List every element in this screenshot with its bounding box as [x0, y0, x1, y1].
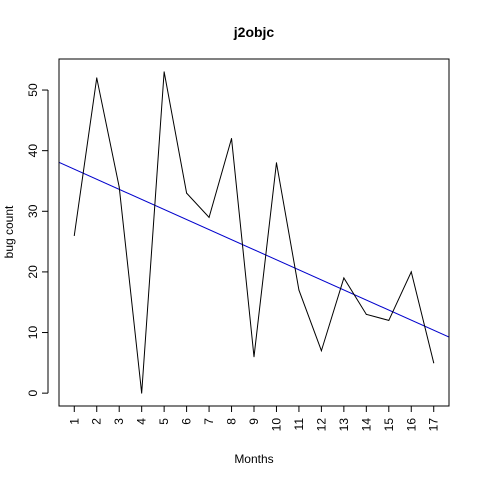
data-point: [96, 77, 98, 79]
x-tick-label: 6: [180, 418, 194, 425]
data-point: [186, 192, 188, 194]
x-tick-label: 10: [269, 418, 283, 432]
y-tick-label: 0: [26, 389, 40, 396]
x-tick-label: 2: [90, 418, 104, 425]
x-tick-label: 11: [292, 418, 306, 431]
data-point: [343, 277, 345, 279]
x-tick-label: 9: [247, 418, 261, 425]
y-tick-label: 30: [26, 204, 40, 218]
data-point: [433, 362, 435, 364]
data-point: [410, 271, 412, 273]
data-point: [365, 313, 367, 315]
x-tick-label: 8: [225, 418, 239, 425]
x-tick-label: 13: [337, 418, 351, 432]
data-point: [141, 392, 143, 394]
x-tick-label: 7: [202, 418, 216, 425]
x-tick-label: 3: [112, 418, 126, 425]
x-axis-label: Months: [234, 452, 273, 466]
data-point: [253, 356, 255, 358]
x-tick-label: 15: [382, 418, 396, 432]
data-point: [118, 186, 120, 188]
data-point: [298, 289, 300, 291]
x-tick-label: 5: [157, 418, 171, 425]
x-tick-label: 14: [359, 418, 373, 432]
x-tick-label: 12: [314, 418, 328, 432]
data-point: [275, 162, 277, 164]
x-tick-label: 4: [135, 418, 149, 425]
x-tick-label: 16: [404, 418, 418, 432]
data-point: [231, 138, 233, 140]
y-axis: 0 10 20 30 40 50: [26, 83, 49, 396]
x-axis: 1 2 3 4 5 6 7 8 9 10 11 12 13 14 15 16 17: [67, 405, 441, 432]
x-tick-label: 1: [67, 418, 81, 425]
data-point: [163, 71, 165, 73]
chart-title: j2objc: [233, 24, 275, 40]
data-point: [208, 216, 210, 218]
y-tick-label: 40: [26, 144, 40, 158]
data-point: [73, 235, 75, 237]
y-tick-label: 10: [26, 326, 40, 340]
y-axis-label: bug count: [2, 205, 16, 258]
data-point: [388, 319, 390, 321]
data-point: [320, 350, 322, 352]
y-tick-label: 50: [26, 83, 40, 97]
x-tick-label: 17: [427, 418, 441, 432]
plot-area: [59, 71, 449, 394]
trend-line: [59, 161, 449, 338]
y-tick-label: 20: [26, 265, 40, 279]
